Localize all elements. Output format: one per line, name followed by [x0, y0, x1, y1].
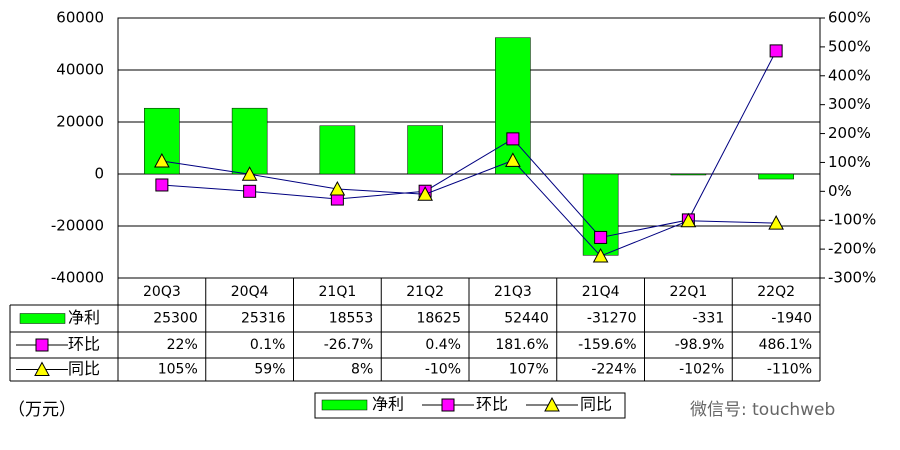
table-cell: -10%	[425, 362, 461, 378]
marker	[243, 184, 257, 198]
marker	[594, 230, 608, 244]
y-tick-label: 40000	[56, 61, 104, 79]
y2-tick-label: 500%	[828, 37, 871, 55]
table-cell: 52440	[504, 311, 549, 327]
legend-marker	[441, 398, 455, 412]
x-tick-label: 22Q1	[670, 284, 708, 300]
y2-tick-label: 300%	[828, 95, 871, 113]
marker	[592, 247, 609, 263]
table-cell: 59%	[254, 362, 285, 378]
y-tick-label: -20000	[51, 217, 104, 235]
x-tick-label: 20Q3	[143, 284, 181, 300]
legend-swatch	[19, 313, 66, 324]
y2-tick-label: 400%	[828, 66, 871, 84]
table-cell: -102%	[679, 362, 724, 378]
series-line	[161, 50, 777, 238]
table-cell: -31270	[587, 311, 637, 327]
y-tick-label: 20000	[56, 113, 104, 131]
marker	[417, 186, 433, 201]
y2-tick-label: -100%	[828, 211, 876, 229]
marker	[155, 178, 169, 192]
legend-label: 环比	[476, 395, 508, 414]
table-cell: 0.4%	[425, 337, 461, 353]
table-cell: 22%	[167, 337, 198, 353]
marker	[329, 180, 346, 196]
table-cell: -1940	[771, 311, 812, 327]
table-cell: -331	[692, 311, 724, 327]
marker	[768, 215, 784, 230]
x-tick-label: 22Q2	[757, 284, 795, 300]
y2-tick-label: 100%	[828, 153, 871, 171]
legend-marker	[35, 338, 49, 352]
bar	[319, 125, 356, 175]
bar	[231, 107, 268, 175]
x-tick-label: 21Q2	[406, 284, 444, 300]
series-line	[161, 159, 777, 257]
y2-tick-label: -300%	[828, 269, 876, 287]
table-cell: 25300	[153, 311, 198, 327]
watermark: 微信号: touchweb	[690, 400, 835, 420]
table-cell: 486.1%	[759, 337, 812, 353]
marker	[506, 132, 520, 146]
x-tick-label: 21Q1	[319, 284, 357, 300]
table-cell: -26.7%	[324, 337, 374, 353]
table-cell: -110%	[767, 362, 812, 378]
x-tick-label: 20Q4	[231, 284, 269, 300]
legend-label: 同比	[580, 395, 612, 414]
row-label: 环比	[68, 335, 100, 354]
unit-label: （万元）	[8, 400, 76, 420]
legend-marker	[544, 396, 560, 412]
bar	[670, 173, 707, 176]
table-cell: 18553	[329, 311, 374, 327]
legend-swatch	[321, 399, 368, 411]
y-tick-label: 0	[94, 165, 104, 183]
plot-area	[117, 17, 821, 279]
marker	[680, 212, 697, 228]
row-label: 净利	[68, 308, 100, 327]
x-tick-label: 21Q3	[494, 284, 532, 300]
y2-tick-label: 0%	[828, 182, 852, 200]
table-cell: -224%	[591, 362, 636, 378]
row-label: 同比	[68, 359, 100, 378]
marker	[505, 152, 521, 167]
marker	[154, 152, 170, 168]
x-tick-label: 21Q4	[582, 284, 620, 300]
marker	[241, 166, 258, 181]
table-cell: 107%	[509, 362, 549, 378]
y2-tick-label: 600%	[828, 9, 871, 27]
table-cell: -159.6%	[578, 337, 636, 353]
table-cell: 25316	[241, 311, 286, 327]
table-cell: 8%	[351, 362, 373, 378]
table-cell: 18625	[416, 311, 461, 327]
table-cell: 181.6%	[495, 337, 548, 353]
table-cell: 105%	[158, 362, 198, 378]
bar	[758, 173, 794, 180]
y2-tick-label: 200%	[828, 124, 871, 142]
y-tick-label: -40000	[51, 269, 104, 287]
legend-label: 净利	[372, 395, 404, 414]
table-cell: -98.9%	[675, 337, 725, 353]
marker	[769, 44, 783, 58]
y2-tick-label: -200%	[828, 240, 876, 258]
table-cell: 0.1%	[250, 337, 286, 353]
bar	[407, 125, 443, 175]
y-tick-label: 60000	[56, 9, 104, 27]
legend-marker	[34, 361, 50, 376]
